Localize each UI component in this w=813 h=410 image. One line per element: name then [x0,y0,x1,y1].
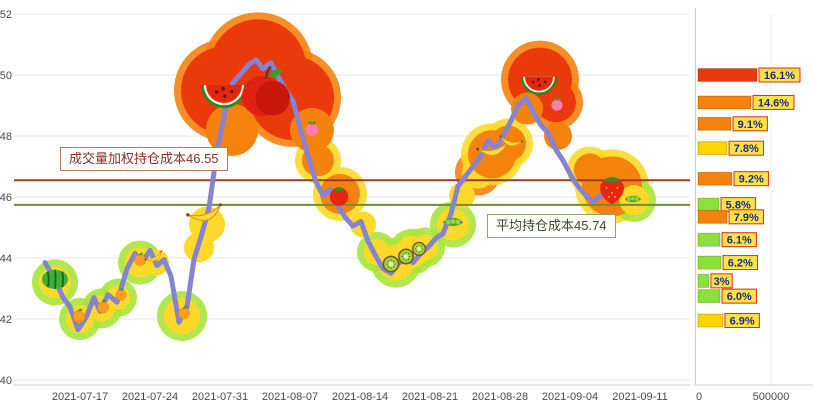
volume-bar-label: 6.2% [728,258,753,270]
volume-bar [697,197,720,212]
vwap-cost-annotation: 成交量加权持仓成本46.55 [60,147,228,171]
volume-bar-label: 14.6% [758,97,789,109]
watermelon-slice-icon [201,85,247,109]
volume-bar-label: 6.9% [730,316,755,328]
tangerine-icon [115,288,127,301]
volume-bar [697,232,721,247]
volume-bar-label-box [721,288,757,304]
avg-cost-annotation: 平均持仓成本45.74 [487,214,616,238]
x-tick-label: 2021-08-14 [332,391,388,403]
volume-bar [697,116,732,131]
volume-bar-label-box [752,94,795,110]
y-tick-label: 48 [0,131,12,143]
volume-bar-label: 7.8% [734,143,759,155]
volume-bar-label: 16.1% [764,70,795,82]
volume-bar [697,95,752,110]
x-tick-label: 2021-07-24 [122,391,178,403]
x-tick-label: 2021-09-04 [542,391,598,403]
volume-bar-label: 7.9% [734,212,759,224]
banana-icon [499,135,524,147]
volume-bar-label-box [721,232,757,248]
volume-bar [697,209,728,224]
x-tick-label: 2021-09-11 [612,391,667,403]
peas-icon [624,195,642,203]
tangerine-icon [97,300,109,314]
tomato-icon [329,187,349,206]
radish-icon [551,97,563,111]
vol-x-tick-label: 500000 [753,391,790,403]
volume-bar-label: 6.1% [727,235,752,247]
kiwi-icon [382,255,400,273]
x-tick-label: 2021-08-21 [402,391,458,403]
volume-bar-label: 6.0% [727,291,752,303]
volume-bar [697,273,710,288]
volume-panel-svg: 0 500000 16.1% 14.6% 9.1% 7.8% 9.2% 5.8%7.9% 6.1… [695,8,813,403]
y-tick-label: 44 [0,253,12,265]
y-tick-label: 40 [0,375,12,387]
banana-icon [144,250,163,262]
strawberry-icon [600,177,624,205]
volume-bar-label-box [733,171,769,187]
x-tick-label: 2021-08-07 [262,391,318,403]
volume-bar-label-box [728,140,764,156]
volume-bar-label-box [732,116,768,132]
volume-bar-label-box [722,255,758,271]
x-tick-label: 2021-07-31 [192,391,248,403]
volume-bar-label-box [758,67,801,83]
y-tick-label: 46 [0,192,12,204]
volume-bar [697,255,722,270]
kiwi-icon [398,248,414,265]
volume-bar-label: 9.2% [739,174,764,186]
radish-icon [305,121,319,137]
x-tick-label: 2021-08-28 [472,391,528,403]
tangerine-icon [72,308,86,323]
y-tick-label: 42 [0,314,12,326]
x-tick-label: 2021-07-17 [52,391,108,403]
volume-bar [697,289,721,304]
volume-bar [697,313,724,328]
y-tick-label: 50 [0,70,12,82]
volume-bar-label: 3% [714,276,730,288]
watermelon-icon [42,269,68,290]
apple-icon [242,65,290,117]
volume-bar-label: 9.1% [738,119,763,131]
volume-bar-label-box [728,209,764,225]
volume-bar [697,68,758,82]
price-chart-svg: 40 42 44 46 48 50 52 2021-07-17 2021-07-24 2021-0… [0,9,690,403]
watermelon-slice-icon [521,76,557,95]
volume-bar [697,171,733,186]
volume-bar-label: 5.8% [726,200,751,212]
kiwi-icon [411,241,427,256]
y-tick-label: 52 [0,9,12,21]
banana-icon [186,203,222,222]
volume-bar [697,141,728,156]
peas-icon [442,217,464,227]
volume-bar-label-box [710,273,733,289]
tangerine-icon [178,306,190,320]
volume-bar-label-box [724,313,760,329]
vol-x-tick-label: 0 [696,391,702,403]
